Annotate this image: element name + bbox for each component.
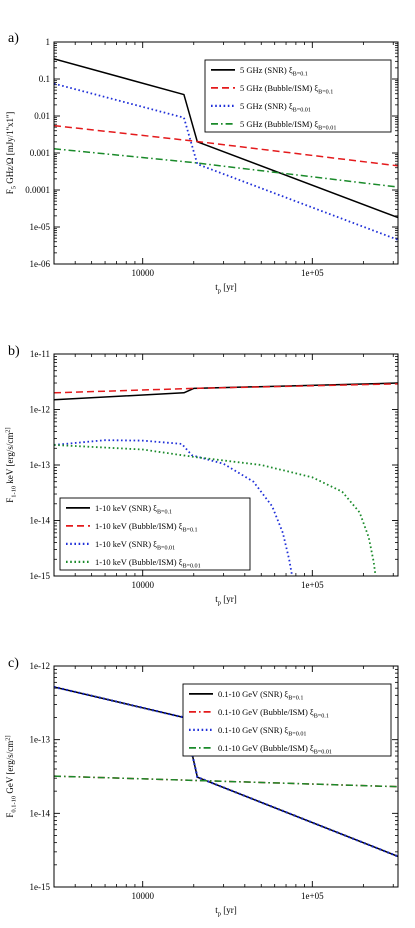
legend-entry-2: 1-10 keV (Bubble/ISM) ξB=0.1 xyxy=(95,521,198,534)
legend-entry-4: 0.1-10 GeV (Bubble/ISM) ξB=0.01 xyxy=(218,743,332,756)
y-axis-label: F5 GHz/Ω [mJy/1''x1''] xyxy=(5,112,18,194)
panel-label: c) xyxy=(8,656,19,671)
series-line-4 xyxy=(54,148,398,188)
x-axis-label: tp [yr] xyxy=(215,594,237,607)
chart-panel-3: c) 10000 1e+05 1e-15 1e-14 1e-13 1e-12 tp [yr] F… xyxy=(5,656,399,918)
series-line-1 xyxy=(54,382,398,401)
series-line-4 xyxy=(54,775,398,788)
legend: 5 GHz (SNR) ξB=0.1 5 GHz (Bubble/ISM) ξB=… xyxy=(204,59,392,133)
x-tick-label: 1e+05 xyxy=(301,891,324,901)
x-tick-label: 10000 xyxy=(131,891,154,901)
series-line-2 xyxy=(54,124,398,167)
y-tick-label: 0.001 xyxy=(30,148,50,158)
x-tick-label: 10000 xyxy=(131,268,154,278)
legend: 1-10 keV (SNR) ξB=0.1 1-10 keV (Bubble/IS… xyxy=(59,497,251,571)
y-axis-label: F0.1-10 GeV [erg/s/cm2] xyxy=(5,735,18,817)
legend-entry-1: 0.1-10 GeV (SNR) ξB=0.1 xyxy=(218,689,303,702)
legend-box xyxy=(204,59,392,133)
plot-frame xyxy=(53,353,399,577)
y-tick-label: 1e-15 xyxy=(30,882,51,892)
legend-entry-2: 0.1-10 GeV (Bubble/ISM) ξB=0.1 xyxy=(218,707,329,720)
chart-panel-1: a) 10000 1e+05 1e-06 1e-05 0.0001 0.001 0.01 0.1… xyxy=(5,31,399,295)
legend-entry-3: 0.1-10 GeV (SNR) ξB=0.01 xyxy=(218,725,306,738)
y-tick-label: 1e-12 xyxy=(30,405,51,415)
y-tick-label: 1e-11 xyxy=(30,349,50,359)
legend-entry-3: 5 GHz (SNR) ξB=0.01 xyxy=(240,101,311,114)
legend: 0.1-10 GeV (SNR) ξB=0.1 0.1-10 GeV (Bubbl… xyxy=(182,683,392,757)
x-tick-label: 10000 xyxy=(131,580,154,590)
legend-entry-4: 5 GHz (Bubble/ISM) ξB=0.01 xyxy=(240,119,336,131)
legend-entry-1: 1-10 keV (SNR) ξB=0.1 xyxy=(95,503,172,516)
y-tick-label: 0.01 xyxy=(34,111,50,121)
legend-entry-1: 5 GHz (SNR) ξB=0.1 xyxy=(240,65,308,78)
y-tick-label: 1e-06 xyxy=(30,259,51,269)
panel-label: a) xyxy=(8,31,19,46)
y-tick-label: 1e-14 xyxy=(30,808,51,818)
series-line-2 xyxy=(54,383,398,394)
panel-label: b) xyxy=(8,344,20,359)
chart-panel-2: b) 10000 1e+05 1e-15 1e-14 1e-13 1e-12 1e-11 tp … xyxy=(5,344,399,607)
series-line-3 xyxy=(54,82,398,241)
legend-box xyxy=(59,497,251,571)
y-tick-label: 1e-05 xyxy=(30,222,51,232)
y-tick-label: 0.0001 xyxy=(25,185,50,195)
legend-entry-2: 5 GHz (Bubble/ISM) ξB=0.1 xyxy=(240,83,333,96)
plot-frame xyxy=(53,665,399,888)
series-line-3 xyxy=(54,439,293,576)
x-tick-label: 1e+05 xyxy=(301,268,324,278)
y-axis-label: F1-10 keV [erg/s/cm2] xyxy=(5,427,18,502)
y-tick-label: 1e-12 xyxy=(30,661,51,671)
x-axis-label: tp [yr] xyxy=(215,282,237,295)
legend-box xyxy=(182,683,392,757)
x-tick-label: 1e+05 xyxy=(301,580,324,590)
plot-frame xyxy=(53,41,399,265)
series-line-1 xyxy=(54,58,398,219)
y-tick-label: 1e-13 xyxy=(30,460,51,470)
legend-entry-3: 1-10 keV (SNR) ξB=0.01 xyxy=(95,539,175,552)
legend-entry-4: 1-10 keV (Bubble/ISM) ξB=0.01 xyxy=(95,557,201,570)
y-tick-label: 1e-14 xyxy=(30,516,51,526)
x-axis-label: tp [yr] xyxy=(215,905,237,918)
y-tick-label: 1 xyxy=(46,37,51,47)
y-tick-label: 1e-15 xyxy=(30,571,51,581)
series-line-4 xyxy=(54,444,377,576)
y-tick-label: 0.1 xyxy=(39,74,50,84)
y-tick-label: 1e-13 xyxy=(30,735,51,745)
